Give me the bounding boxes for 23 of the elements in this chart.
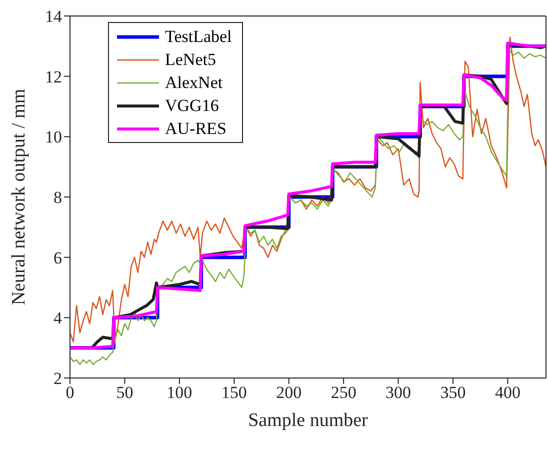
legend-label: VGG16 <box>165 95 219 117</box>
y-tick-label: 4 <box>54 308 62 328</box>
legend-label: LeNet5 <box>165 49 216 71</box>
x-axis-title: Sample number <box>248 410 369 431</box>
x-tick-label: 250 <box>330 383 356 402</box>
x-tick-label: 350 <box>440 383 466 402</box>
x-tick-label: 100 <box>166 383 192 402</box>
y-tick-label: 10 <box>45 128 62 147</box>
legend-label: AlexNet <box>165 72 223 94</box>
x-tick-label: 300 <box>386 383 412 402</box>
x-tick-label: 200 <box>276 383 302 402</box>
x-tick-label: 50 <box>116 383 134 402</box>
y-axis-title: Neural network output / mm <box>8 88 30 306</box>
x-tick-label: 150 <box>221 383 247 402</box>
legend-label: AU-RES <box>165 118 226 140</box>
x-tick-label: 400 <box>494 383 520 402</box>
y-tick-label: 2 <box>54 369 62 388</box>
x-tick-label: 0 <box>66 383 74 402</box>
y-tick-label: 6 <box>54 248 62 268</box>
legend-label: TestLabel <box>165 26 232 48</box>
y-tick-label: 8 <box>54 188 62 208</box>
y-tick-label: 12 <box>45 67 62 86</box>
y-tick-label: 14 <box>45 7 62 26</box>
